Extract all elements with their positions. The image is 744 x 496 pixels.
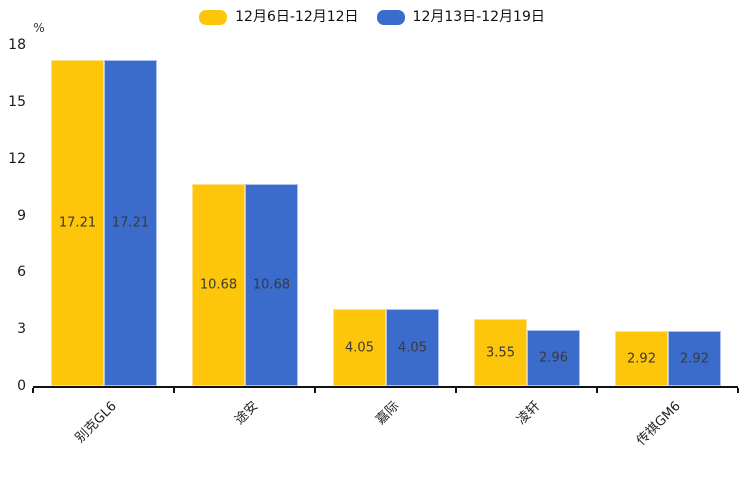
bar-series2-5: 2.92	[668, 331, 721, 386]
legend-label: 12月13日-12月19日	[412, 9, 545, 25]
bar-value-label: 17.21	[111, 215, 150, 231]
x-category-label: 凌轩	[514, 398, 544, 428]
bar-series1-3: 4.05	[333, 309, 386, 386]
x-tick-mark	[737, 388, 739, 393]
y-tick-label: 12	[8, 151, 26, 167]
x-category-label: 嘉际	[373, 398, 403, 428]
y-tick-label: 9	[17, 208, 26, 224]
y-tick-label: 18	[8, 37, 26, 53]
legend-swatch-icon	[199, 9, 228, 25]
x-category-label: 别克GL6	[73, 398, 121, 446]
plot-area: 17.21 17.21 10.68 10.68 4.05 4.05 3.55 2.96 2.92…	[33, 45, 738, 388]
x-tick-mark	[596, 388, 598, 393]
bar-value-label: 4.05	[345, 340, 374, 355]
x-category-label: 传祺GM6	[634, 398, 685, 449]
y-tick-label: 15	[8, 94, 26, 110]
bar-value-label: 4.05	[398, 340, 427, 355]
bar-series1-2: 10.68	[192, 184, 245, 386]
bar-series1-1: 17.21	[51, 60, 104, 386]
legend-item-series2[interactable]: 12月13日-12月19日	[376, 9, 545, 25]
bar-series2-4: 2.96	[527, 330, 580, 386]
bar-value-label: 10.68	[199, 277, 238, 293]
bar-value-label: 3.55	[486, 345, 515, 360]
bar-value-label: 17.21	[58, 215, 97, 231]
x-tick-mark	[32, 388, 34, 393]
bar-value-label: 2.96	[539, 350, 568, 366]
y-tick-label: 3	[17, 321, 26, 337]
x-tick-mark	[314, 388, 316, 393]
x-category-label: 途安	[232, 398, 262, 428]
y-tick-label: 6	[17, 264, 26, 280]
legend-item-series1[interactable]: 12月6日-12月12日	[199, 9, 359, 25]
bar-value-label: 2.92	[627, 351, 656, 366]
legend-swatch-icon	[376, 9, 405, 25]
y-tick-label: 0	[17, 378, 26, 394]
bar-value-label: 10.68	[252, 277, 291, 293]
x-tick-mark	[455, 388, 457, 393]
legend: 12月6日-12月12日 12月13日-12月19日	[0, 6, 744, 28]
bar-series1-4: 3.55	[474, 319, 527, 386]
bar-series2-1: 17.21	[104, 60, 157, 386]
bar-series1-5: 2.92	[615, 331, 668, 386]
bar-series2-2: 10.68	[245, 184, 298, 386]
x-tick-mark	[173, 388, 175, 393]
y-axis-unit-label: %	[33, 21, 45, 35]
legend-label: 12月6日-12月12日	[235, 9, 359, 25]
bar-value-label: 2.92	[680, 351, 709, 366]
bar-series2-3: 4.05	[386, 309, 439, 386]
